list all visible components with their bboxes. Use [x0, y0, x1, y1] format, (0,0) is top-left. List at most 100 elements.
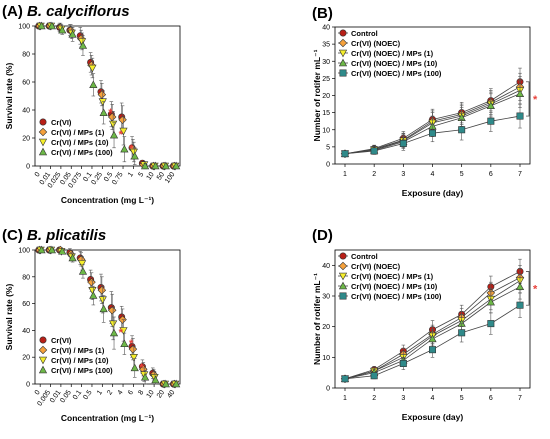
legend-marker	[339, 292, 347, 300]
data-point	[47, 21, 56, 30]
y-tick-label: 15	[322, 110, 330, 117]
x-tick-label: 40	[166, 389, 176, 399]
data-point	[399, 139, 407, 147]
y-tick-label: 60	[22, 80, 30, 87]
x-tick-label: 5	[460, 171, 464, 178]
legend-marker	[39, 118, 47, 126]
legend-item: Control	[338, 29, 378, 38]
significance-star: *	[129, 338, 134, 350]
x-tick-label: 0.5	[82, 389, 93, 401]
legend-marker	[38, 365, 48, 374]
data-point	[37, 21, 46, 30]
x-axis-label: Concentration (mg L⁻¹)	[61, 195, 154, 205]
legend-marker	[39, 336, 47, 344]
y-tick-label: 35	[322, 42, 330, 49]
plot-frame	[34, 249, 181, 385]
data-point	[151, 375, 160, 384]
data-point	[89, 80, 98, 88]
y-tick-label: 20	[22, 355, 30, 362]
x-tick-label: 10	[146, 171, 156, 181]
species-name: B. plicatilis	[27, 227, 106, 244]
x-tick-label: 0.75	[111, 171, 125, 186]
data-point	[119, 327, 128, 335]
data-point	[97, 285, 107, 295]
y-tick-label: 30	[322, 294, 330, 301]
legend-item: Cr(VI) / MPs (1)	[38, 345, 105, 355]
data-point	[516, 112, 524, 120]
legend-item: Cr(VI) / MPs (10)	[38, 356, 109, 365]
y-tick-label: 80	[22, 52, 30, 59]
legend-marker	[38, 138, 48, 147]
x-tick-label: 1	[127, 171, 135, 178]
legend-marker	[338, 261, 348, 271]
legend: Cr(VI)Cr(VI) / MPs (1)Cr(VI) / MPs (10)C…	[38, 118, 113, 157]
data-point	[68, 30, 77, 38]
plot-frame	[34, 25, 181, 167]
chart-panel-b: (B) 0 5 10 15 20 25 30 35 40 1 2 3 4 5 6 7 Exposure (day…	[312, 5, 538, 198]
data-point	[487, 320, 495, 328]
legend-marker	[38, 345, 48, 355]
y-tick-label: 20	[322, 93, 330, 100]
legend-label: Cr(VI) (NOEC) / MPs (100)	[351, 69, 442, 78]
legend-item: Cr(VI) / MPs (100)	[38, 365, 113, 375]
data-point	[140, 161, 150, 170]
legend-label: Cr(VI) (NOEC) / MPs (1)	[351, 272, 434, 281]
species-name: B. calyciflorus	[27, 3, 130, 20]
legend-label: Control	[351, 29, 378, 38]
data-point	[341, 375, 349, 383]
y-tick-label: 30	[322, 59, 330, 66]
data-point	[109, 328, 119, 337]
data-point	[161, 379, 170, 388]
series-mp10	[37, 21, 181, 170]
data-point	[119, 127, 128, 136]
data-point	[487, 117, 495, 125]
data-point	[78, 41, 88, 49]
legend-item: Cr(VI) (NOEC) / MPs (1)	[338, 272, 434, 281]
significance-bracket	[526, 271, 530, 306]
y-tick-label: 40	[322, 263, 330, 270]
data-point	[47, 245, 56, 254]
panel-label: (B)	[312, 5, 333, 22]
legend-item: Cr(VI) (NOEC)	[338, 38, 401, 48]
series-mp100	[341, 103, 524, 158]
data-point	[99, 304, 108, 313]
legend-item: Cr(VI) (NOEC) / MPs (100)	[338, 69, 442, 78]
x-tick-label: 0.1	[82, 171, 93, 183]
y-tick-label: 5	[326, 144, 330, 151]
legend-item: Cr(VI) (NOEC) / MPs (10)	[338, 281, 438, 291]
data-point	[128, 344, 138, 354]
x-tick-label: 8	[137, 389, 145, 396]
data-point	[172, 379, 181, 388]
data-point	[89, 291, 98, 299]
x-tick-label: 7	[518, 395, 522, 402]
legend-label: Cr(VI) / MPs (10)	[51, 138, 109, 147]
y-tick-label: 25	[322, 76, 330, 83]
legend-label: Cr(VI) / MPs (1)	[51, 346, 105, 355]
legend-item: Cr(VI) (NOEC) / MPs (10)	[338, 58, 438, 68]
panel-title: (D)	[312, 227, 333, 244]
data-point	[486, 101, 495, 109]
x-tick-label: 1	[343, 395, 347, 402]
legend-label: Cr(VI) (NOEC) / MPs (1)	[351, 49, 434, 58]
x-tick-label: 0.05	[59, 389, 73, 404]
data-point	[98, 296, 107, 304]
legend-label: Cr(VI) / MPs (1)	[51, 128, 105, 137]
legend-label: Cr(VI) (NOEC) / MPs (100)	[351, 292, 442, 301]
legend-label: Cr(VI) / MPs (100)	[51, 148, 113, 157]
legend-marker	[38, 127, 48, 137]
legend-item: Cr(VI) (NOEC) / MPs (1)	[338, 49, 434, 58]
significance-bracket	[526, 81, 530, 117]
data-point	[161, 161, 170, 170]
data-point	[120, 144, 129, 153]
legend: Cr(VI)Cr(VI) / MPs (1)Cr(VI) / MPs (10)C…	[38, 336, 113, 375]
legend-marker	[338, 272, 348, 281]
legend-item: Cr(VI) (NOEC)	[338, 261, 401, 271]
series-mp10	[340, 79, 525, 157]
legend-label: Cr(VI) (NOEC)	[351, 262, 401, 271]
data-point	[58, 247, 67, 255]
x-tick-label: 0.5	[103, 171, 114, 183]
y-tick-label: 10	[322, 127, 330, 134]
legend-marker	[339, 29, 347, 37]
